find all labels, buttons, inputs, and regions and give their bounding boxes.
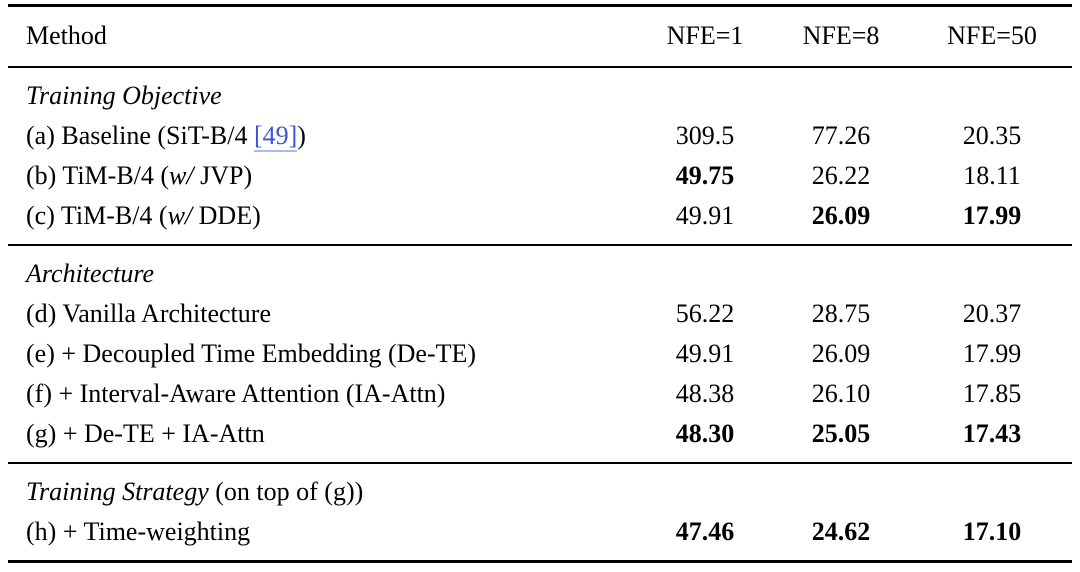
value-cell: 26.22 — [811, 161, 871, 190]
section-title-training-objective: Training Objective — [8, 67, 1072, 116]
value-cell: 20.37 — [962, 299, 1022, 328]
row-label-italic: w/ — [169, 161, 194, 190]
value-cell: 309.5 — [675, 121, 735, 150]
section-title-suffix: (on top of (g)) — [208, 477, 364, 506]
value-cell: 49.75 — [675, 161, 735, 190]
value-cell: 26.09 — [811, 201, 871, 230]
value-cell: 17.43 — [962, 419, 1022, 448]
value-cell: 47.46 — [675, 517, 735, 546]
table-row-a: (a) Baseline (SiT-B/4 [49]) 309.5 77.26 … — [8, 116, 1072, 156]
table-row-h: (h) + Time-weighting 47.46 24.62 17.10 — [8, 512, 1072, 562]
table-row-b: (b) TiM-B/4 (w/ JVP) 49.75 26.22 18.11 — [8, 156, 1072, 196]
value-cell: 49.91 — [675, 339, 735, 368]
table-row-c: (c) TiM-B/4 (w/ DDE) 49.91 26.09 17.99 — [8, 196, 1072, 245]
section-title-text: Training Objective — [26, 81, 222, 110]
col-header-nfe8: NFE=8 — [770, 5, 912, 68]
value-cell: 26.09 — [811, 339, 871, 368]
table-row-f: (f) + Interval-Aware Attention (IA-Attn)… — [8, 374, 1072, 414]
value-cell: 17.85 — [962, 379, 1022, 408]
section-title-text: Architecture — [26, 259, 155, 288]
value-cell: 28.75 — [811, 299, 871, 328]
row-label-part: DDE) — [192, 201, 261, 230]
ablation-table: Method NFE=1 NFE=8 NFE=50 Training Objec… — [8, 4, 1072, 563]
row-label-part: (a) Baseline (SiT-B/4 — [26, 121, 254, 150]
citation-link[interactable]: [49] — [253, 121, 298, 152]
section-title-text: Training Strategy — [26, 477, 209, 506]
row-label-part: (f) + Interval-Aware Attention (IA-Attn) — [26, 379, 446, 408]
row-label-part: (h) + Time-weighting — [26, 517, 251, 546]
value-cell: 49.91 — [675, 201, 735, 230]
value-cell: 17.99 — [962, 339, 1022, 368]
value-cell: 77.26 — [811, 121, 871, 150]
value-cell: 17.99 — [962, 201, 1022, 230]
value-cell: 18.11 — [963, 161, 1021, 190]
col-header-nfe1: NFE=1 — [640, 5, 770, 68]
value-cell: 48.30 — [675, 419, 735, 448]
table-row-g: (g) + De-TE + IA-Attn 48.30 25.05 17.43 — [8, 414, 1072, 463]
value-cell: 26.10 — [811, 379, 871, 408]
value-cell: 25.05 — [811, 419, 871, 448]
section-title-architecture: Architecture — [8, 244, 1072, 294]
value-cell: 17.10 — [962, 517, 1022, 546]
col-header-nfe50: NFE=50 — [912, 5, 1072, 68]
table-row-e: (e) + Decoupled Time Embedding (De-TE) 4… — [8, 334, 1072, 374]
table-row-d: (d) Vanilla Architecture 56.22 28.75 20.… — [8, 294, 1072, 334]
row-label-part: (b) TiM-B/4 ( — [26, 161, 170, 190]
value-cell: 56.22 — [675, 299, 735, 328]
section-title-training-strategy: Training Strategy (on top of (g)) — [8, 462, 1072, 512]
row-label-part: (d) Vanilla Architecture — [26, 299, 271, 328]
row-label-part: ) — [297, 121, 306, 150]
row-label-part: (e) + Decoupled Time Embedding (De-TE) — [26, 339, 477, 368]
table-header-row: Method NFE=1 NFE=8 NFE=50 — [8, 5, 1072, 68]
value-cell: 24.62 — [811, 517, 871, 546]
row-label-part: JVP) — [193, 161, 253, 190]
value-cell: 20.35 — [962, 121, 1022, 150]
row-label-part: (c) TiM-B/4 ( — [26, 201, 168, 230]
col-header-method: Method — [8, 5, 640, 68]
row-label-italic: w/ — [167, 201, 193, 230]
row-label-part: (g) + De-TE + IA-Attn — [26, 419, 265, 448]
value-cell: 48.38 — [675, 379, 735, 408]
